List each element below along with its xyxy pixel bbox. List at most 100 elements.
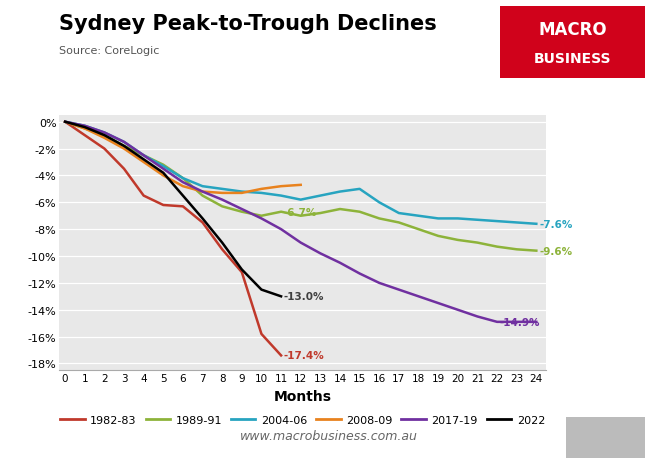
1982-83 [159, 203, 167, 208]
2017-19 [179, 180, 187, 186]
1989-91 [101, 133, 109, 138]
1982-83 [277, 353, 285, 358]
2017-19 [375, 281, 383, 286]
2008-09 [277, 184, 285, 189]
2008-09 [179, 184, 187, 189]
2017-19 [61, 119, 69, 125]
2022 [139, 157, 147, 163]
2004-06 [532, 221, 540, 227]
2022 [101, 133, 109, 138]
2008-09 [159, 173, 167, 179]
1989-91 [61, 119, 69, 125]
2004-06 [81, 124, 89, 129]
2017-19 [120, 140, 128, 145]
2017-19 [474, 314, 482, 319]
2004-06 [238, 189, 246, 195]
Text: -17.4%: -17.4% [283, 350, 324, 361]
2004-06 [336, 189, 344, 195]
1982-83 [81, 133, 89, 138]
2008-09 [257, 187, 265, 192]
2022 [120, 144, 128, 150]
Legend: 1982-83, 1989-91, 2004-06, 2008-09, 2017-19, 2022: 1982-83, 1989-91, 2004-06, 2008-09, 2017… [56, 411, 549, 430]
2022 [199, 216, 207, 222]
2004-06 [454, 216, 462, 222]
2017-19 [356, 271, 364, 277]
Text: BUSINESS: BUSINESS [534, 52, 611, 66]
1989-91 [218, 204, 226, 210]
2004-06 [375, 200, 383, 206]
1989-91 [257, 213, 265, 219]
2004-06 [257, 191, 265, 196]
2022 [61, 119, 69, 125]
2004-06 [493, 219, 501, 225]
2017-19 [434, 300, 442, 306]
1982-83 [218, 247, 226, 252]
2022 [277, 294, 285, 300]
2004-06 [356, 187, 364, 192]
2004-06 [179, 176, 187, 181]
2008-09 [238, 191, 246, 196]
2004-06 [139, 153, 147, 159]
1989-91 [159, 163, 167, 168]
1989-91 [474, 240, 482, 246]
1982-83 [120, 167, 128, 172]
2017-19 [513, 319, 520, 325]
Text: -7.6%: -7.6% [540, 219, 572, 229]
1982-83 [238, 270, 246, 275]
2022 [81, 125, 89, 131]
2017-19 [199, 189, 207, 195]
2022 [238, 267, 246, 273]
1989-91 [199, 194, 207, 199]
1989-91 [120, 144, 128, 150]
2004-06 [316, 194, 324, 199]
2017-19 [454, 307, 462, 313]
1989-91 [395, 220, 403, 226]
2022 [218, 240, 226, 246]
1989-91 [493, 244, 501, 250]
2017-19 [238, 207, 246, 213]
2008-09 [199, 189, 207, 195]
2017-19 [316, 251, 324, 257]
1989-91 [297, 213, 305, 219]
1989-91 [179, 176, 187, 181]
2022 [257, 287, 265, 293]
2022 [179, 194, 187, 199]
2004-06 [297, 197, 305, 203]
Text: www.macrobusiness.com.au: www.macrobusiness.com.au [240, 429, 418, 442]
Text: -14.9%: -14.9% [499, 317, 540, 327]
2004-06 [513, 220, 520, 226]
1989-91 [513, 247, 520, 252]
1989-91 [454, 238, 462, 243]
2004-06 [218, 187, 226, 192]
2004-06 [159, 164, 167, 169]
2017-19 [395, 287, 403, 293]
2017-19 [159, 167, 167, 172]
2004-06 [199, 184, 207, 189]
2004-06 [101, 131, 109, 136]
2004-06 [415, 213, 422, 219]
2017-19 [336, 260, 344, 266]
2004-06 [61, 119, 69, 125]
Text: -6.7%: -6.7% [283, 207, 316, 217]
1989-91 [532, 248, 540, 254]
2004-06 [434, 216, 442, 222]
2008-09 [139, 160, 147, 165]
2017-19 [81, 124, 89, 129]
1989-91 [139, 153, 147, 159]
2017-19 [218, 197, 226, 203]
Line: 2008-09: 2008-09 [65, 122, 301, 194]
2017-19 [415, 294, 422, 300]
1982-83 [199, 220, 207, 226]
1989-91 [434, 234, 442, 239]
1989-91 [375, 216, 383, 222]
1982-83 [101, 146, 109, 152]
2004-06 [277, 194, 285, 199]
Text: -9.6%: -9.6% [540, 246, 572, 256]
2008-09 [218, 191, 226, 196]
2008-09 [297, 183, 305, 188]
Line: 2017-19: 2017-19 [65, 122, 536, 322]
Line: 2022: 2022 [65, 122, 281, 297]
2017-19 [257, 216, 265, 222]
1989-91 [316, 211, 324, 216]
2017-19 [277, 227, 285, 232]
